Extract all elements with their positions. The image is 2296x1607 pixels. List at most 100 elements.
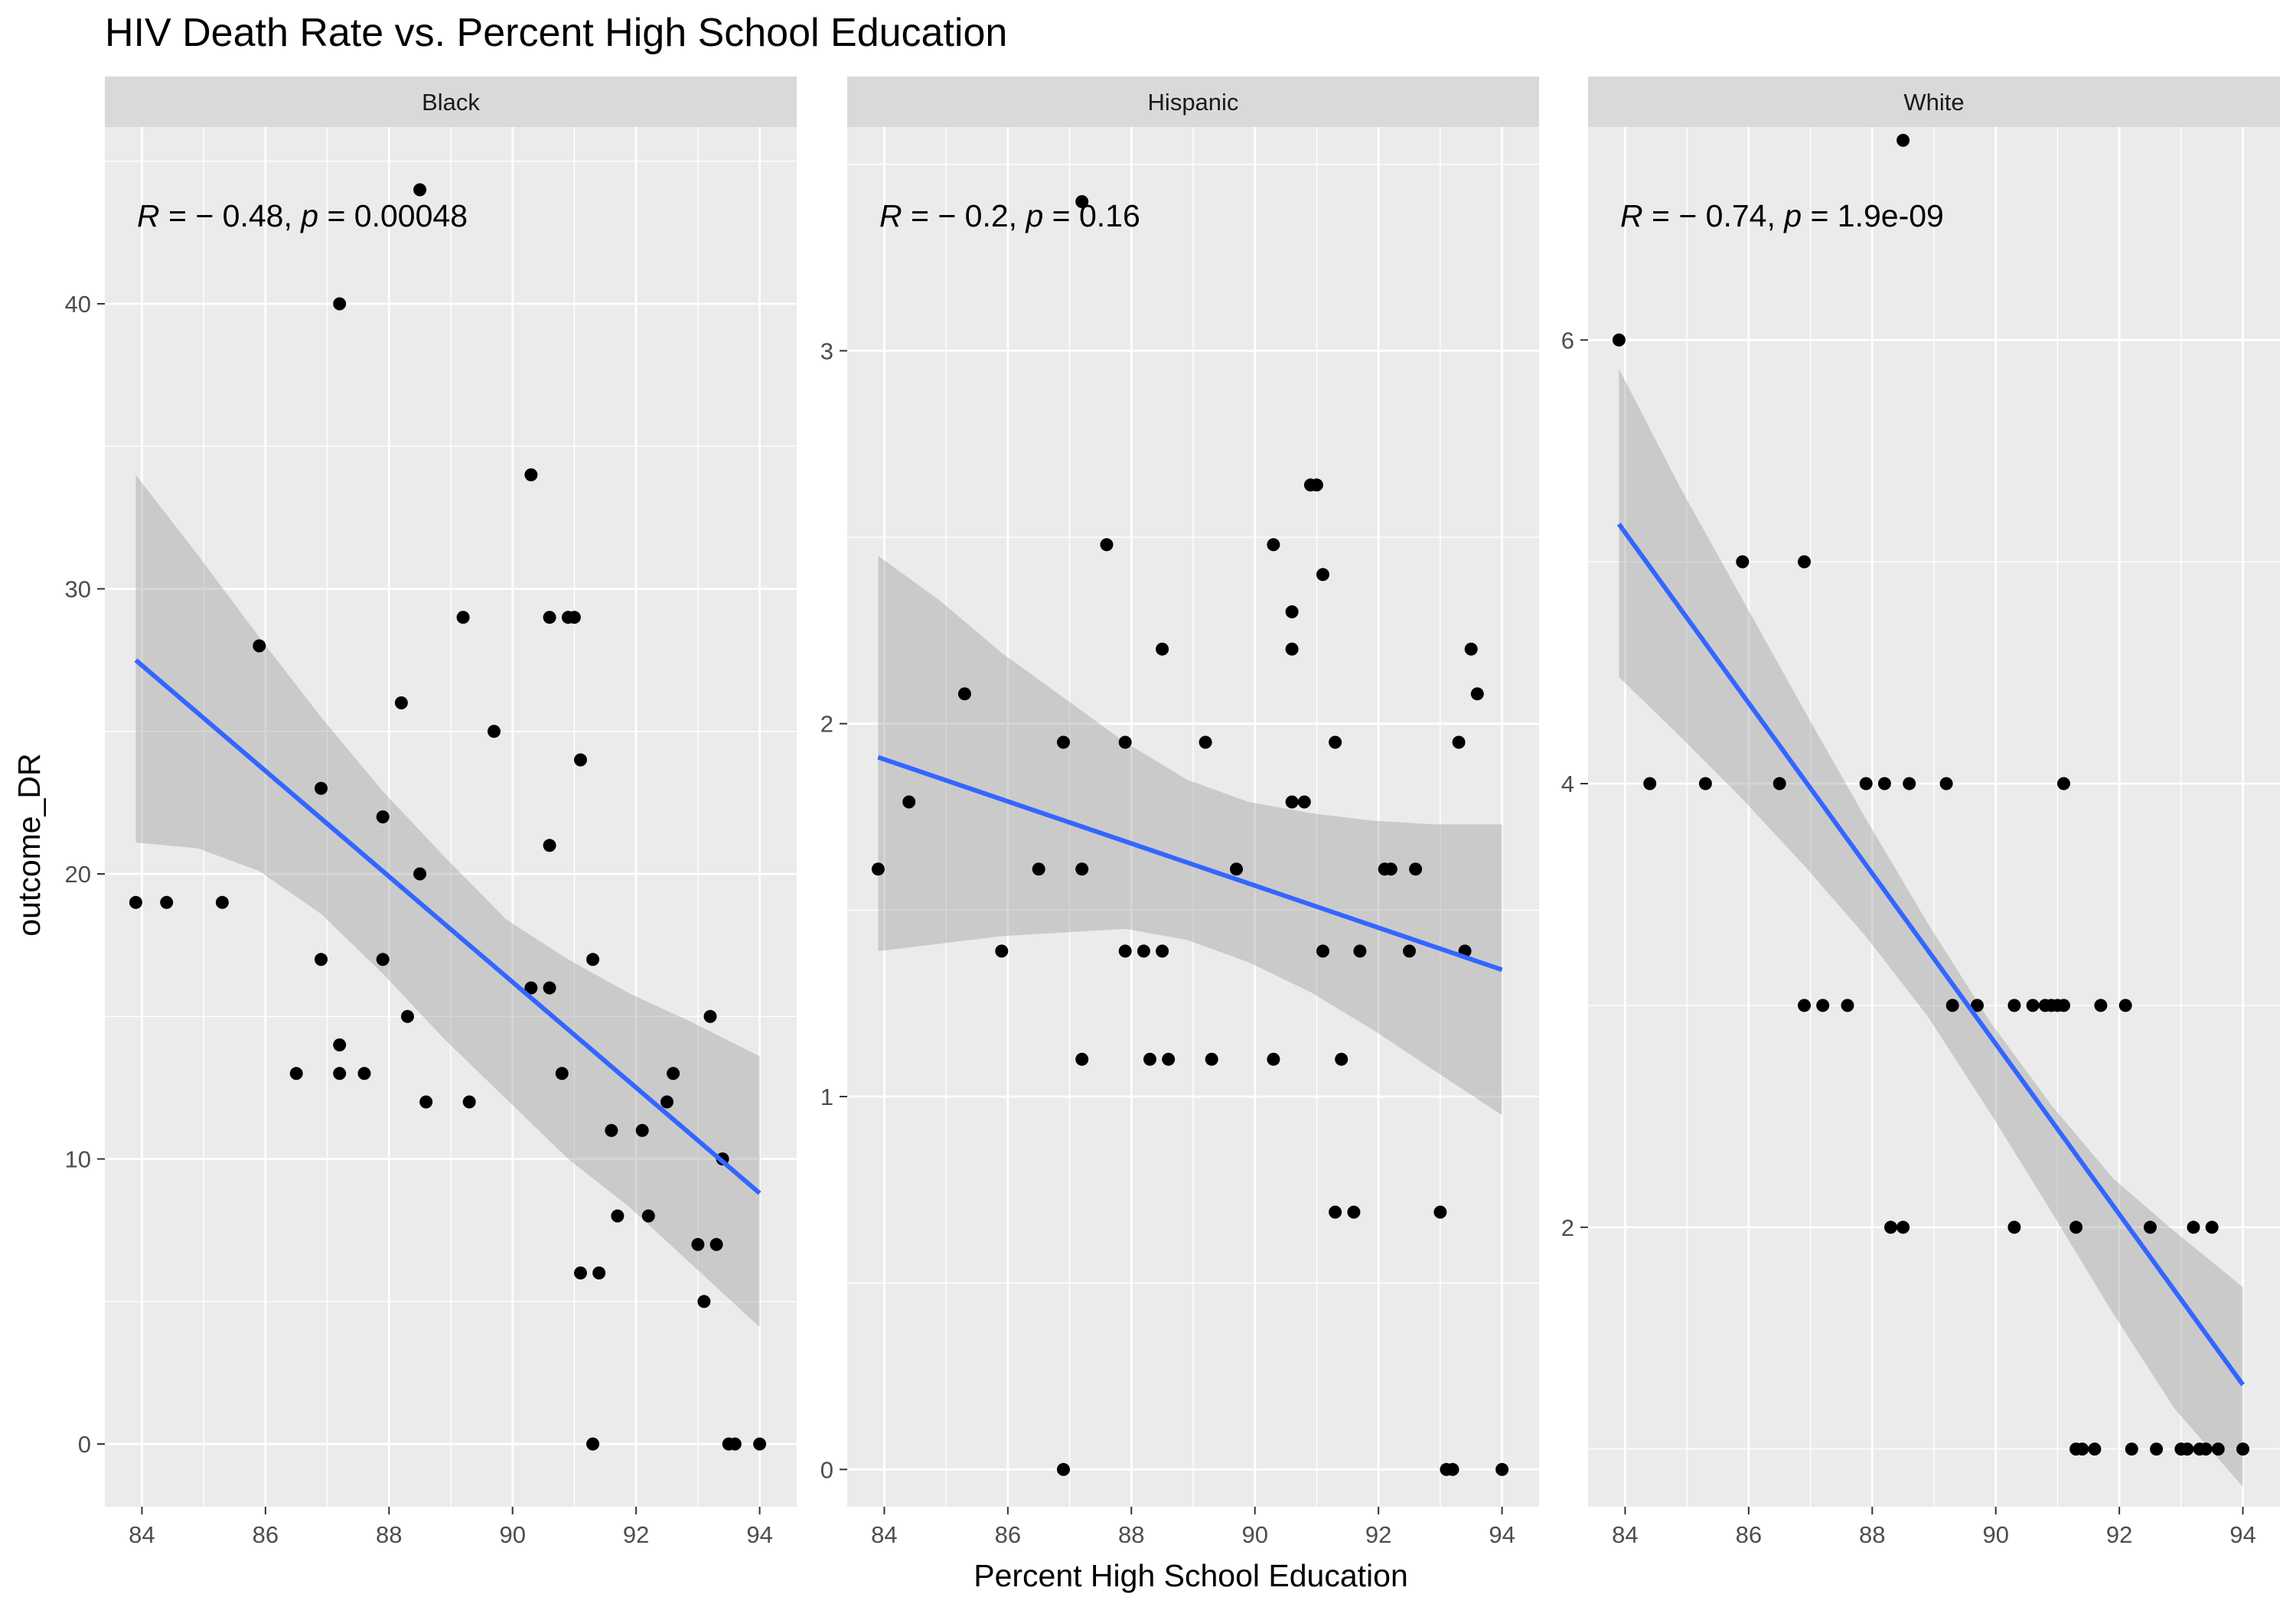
- data-point: [1816, 999, 1830, 1012]
- data-point: [1353, 944, 1367, 958]
- data-point: [995, 944, 1009, 958]
- data-point: [1446, 1462, 1459, 1476]
- data-point: [1384, 862, 1397, 876]
- data-point: [129, 895, 142, 909]
- y-tick-label: 2: [1561, 1214, 1574, 1241]
- data-point: [697, 1295, 711, 1309]
- facet-strip-label-black: Black: [422, 89, 480, 116]
- x-tick-label: 92: [2106, 1521, 2132, 1548]
- data-point: [1896, 133, 1910, 147]
- data-point: [660, 1095, 673, 1109]
- data-point: [703, 1009, 717, 1023]
- data-point: [1939, 777, 1953, 790]
- data-point: [2199, 1442, 2213, 1456]
- x-tick-label: 92: [1365, 1521, 1391, 1548]
- data-point: [215, 895, 229, 909]
- data-point: [728, 1437, 742, 1451]
- data-point: [1403, 944, 1416, 958]
- data-point: [1773, 777, 1786, 790]
- data-point: [1075, 862, 1089, 876]
- data-point: [1199, 735, 1212, 749]
- data-point: [1884, 1221, 1897, 1234]
- data-point: [1100, 538, 1114, 552]
- data-point: [592, 1266, 606, 1279]
- data-point: [1057, 735, 1070, 749]
- correlation-annotation-hispanic: R = − 0.2, p = 0.16: [879, 198, 1140, 233]
- data-point: [1495, 1462, 1509, 1476]
- confidence-ribbon-hispanic: [878, 556, 1502, 1116]
- regression-line-hispanic: [877, 755, 1503, 973]
- data-point: [1433, 1205, 1447, 1219]
- x-tick-label: 90: [1241, 1521, 1267, 1548]
- data-point: [1971, 999, 1984, 1012]
- confidence-ribbon-black: [135, 474, 760, 1328]
- y-tick-label: 2: [820, 711, 833, 738]
- x-tick-label: 94: [746, 1521, 772, 1548]
- x-tick-label: 94: [2229, 1521, 2255, 1548]
- data-point: [605, 1123, 618, 1137]
- data-point: [2125, 1442, 2138, 1456]
- facet-strip-label-white: White: [1903, 89, 1964, 116]
- data-point: [289, 1067, 303, 1081]
- data-point: [574, 1266, 587, 1279]
- data-point: [253, 639, 266, 653]
- data-point: [2088, 1442, 2102, 1456]
- data-point: [1736, 555, 1750, 569]
- x-tick-label: 86: [253, 1521, 279, 1548]
- data-point: [1118, 735, 1132, 749]
- y-tick-label: 10: [65, 1146, 91, 1173]
- data-point: [574, 753, 587, 767]
- data-point: [1329, 1205, 1342, 1219]
- data-point: [1877, 777, 1891, 790]
- data-point: [1347, 1205, 1361, 1219]
- facet-strip-white: [1588, 77, 2280, 127]
- x-tick-label: 84: [1612, 1521, 1638, 1548]
- data-point: [394, 696, 408, 709]
- x-tick-label: 86: [995, 1521, 1021, 1548]
- x-tick-label: 88: [1118, 1521, 1144, 1548]
- data-point: [1896, 1221, 1910, 1234]
- data-point: [1798, 555, 1811, 569]
- data-point: [1316, 568, 1329, 582]
- data-point: [1118, 944, 1132, 958]
- data-point: [753, 1437, 767, 1451]
- chart-title: HIV Death Rate vs. Percent High School E…: [105, 11, 1007, 55]
- facet-strip-black: [105, 77, 797, 127]
- panel-black: Black R = − 0.48, p = 0.00048 0 10 20 30 40 84 8…: [65, 77, 797, 1548]
- data-point: [1798, 999, 1811, 1012]
- data-point: [315, 781, 328, 795]
- data-point: [1156, 642, 1169, 656]
- data-point: [1285, 795, 1299, 809]
- x-tick-label: 86: [1736, 1521, 1762, 1548]
- panel-hispanic: Hispanic R = − 0.2, p = 0.16 0 1 2 3 84 86 88 90 9…: [820, 77, 1539, 1548]
- data-point: [2144, 1221, 2157, 1234]
- x-tick-label: 88: [1859, 1521, 1885, 1548]
- y-tick-label: 20: [65, 861, 91, 888]
- confidence-ribbon-white: [1619, 369, 2243, 1487]
- data-point: [1470, 687, 1484, 701]
- data-point: [376, 953, 390, 966]
- data-point: [376, 810, 390, 823]
- data-point: [1698, 777, 1712, 790]
- data-point: [1205, 1052, 1218, 1066]
- data-point: [462, 1095, 476, 1109]
- data-point: [413, 183, 427, 197]
- y-tick-label: 0: [78, 1431, 91, 1458]
- x-tick-label: 90: [1982, 1521, 2008, 1548]
- y-tick-label: 30: [65, 575, 91, 602]
- data-point: [2205, 1221, 2219, 1234]
- data-point: [1452, 735, 1466, 749]
- data-point: [1643, 777, 1657, 790]
- data-point: [488, 725, 501, 738]
- data-point: [333, 297, 347, 311]
- data-point: [1162, 1052, 1176, 1066]
- data-point: [1464, 642, 1478, 656]
- data-point: [1057, 1462, 1070, 1476]
- regression-line-white: [1616, 523, 2245, 1387]
- data-point: [1309, 478, 1323, 492]
- data-point: [641, 1209, 655, 1223]
- y-tick-label: 6: [1561, 327, 1574, 354]
- data-point: [1903, 777, 1916, 790]
